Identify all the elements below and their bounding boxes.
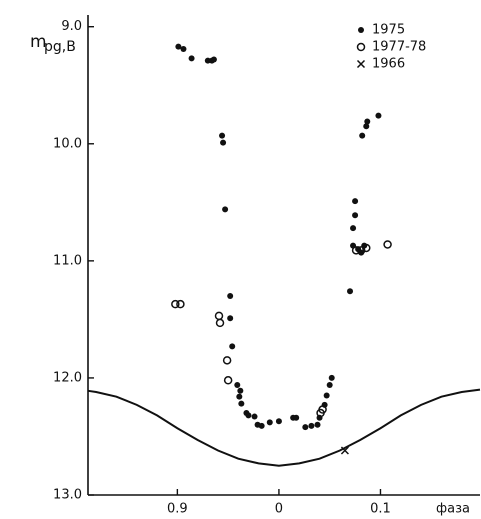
point bbox=[238, 400, 245, 407]
point bbox=[356, 246, 366, 255]
y-tick-label: 12.0 bbox=[53, 370, 82, 385]
point bbox=[352, 198, 359, 205]
point bbox=[251, 413, 258, 420]
point bbox=[245, 412, 252, 419]
point bbox=[364, 118, 371, 125]
point bbox=[237, 387, 244, 394]
point bbox=[222, 356, 232, 365]
point bbox=[375, 112, 382, 119]
point bbox=[176, 299, 185, 309]
point bbox=[223, 376, 233, 385]
point bbox=[180, 45, 187, 52]
x-tick-label: 0.9 bbox=[167, 502, 188, 517]
y-axis-label-sub: pg,B bbox=[44, 39, 76, 55]
point bbox=[220, 139, 227, 146]
point bbox=[347, 288, 354, 295]
legend-marker bbox=[356, 59, 366, 69]
y-tick-label: 13.0 bbox=[53, 488, 82, 503]
y-axis-label: m bbox=[30, 32, 47, 52]
point bbox=[359, 132, 366, 139]
point bbox=[323, 392, 330, 399]
point bbox=[314, 421, 321, 428]
point bbox=[302, 424, 309, 431]
point bbox=[363, 123, 370, 130]
point bbox=[326, 381, 333, 388]
x-axis-label: фаза bbox=[436, 502, 470, 517]
point bbox=[229, 343, 236, 350]
point bbox=[215, 318, 225, 328]
point bbox=[210, 56, 217, 63]
point bbox=[275, 418, 282, 425]
point bbox=[362, 243, 371, 253]
point bbox=[234, 381, 241, 388]
legend-label: 1977-78 bbox=[372, 40, 426, 55]
legend-marker bbox=[358, 27, 364, 33]
point bbox=[222, 206, 229, 213]
y-tick-label: 9.0 bbox=[61, 19, 82, 34]
point bbox=[293, 414, 300, 421]
point bbox=[318, 405, 327, 414]
point bbox=[328, 374, 335, 381]
y-tick-label: 11.0 bbox=[53, 253, 82, 268]
point bbox=[227, 315, 234, 322]
point bbox=[171, 299, 180, 309]
point bbox=[351, 246, 361, 255]
x-tick-label: 0.1 bbox=[370, 502, 391, 517]
legend-label: 1975 bbox=[372, 23, 405, 38]
model-curve bbox=[87, 388, 481, 467]
point bbox=[227, 292, 234, 299]
legend-marker bbox=[356, 42, 366, 52]
point bbox=[175, 43, 182, 50]
point bbox=[383, 240, 392, 249]
point bbox=[266, 419, 273, 426]
point bbox=[258, 422, 265, 429]
y-tick-label: 10.0 bbox=[53, 136, 82, 151]
point bbox=[219, 132, 226, 139]
point bbox=[188, 55, 195, 62]
point bbox=[350, 225, 357, 232]
point bbox=[214, 311, 224, 321]
point bbox=[308, 422, 315, 429]
legend-label: 1966 bbox=[372, 57, 405, 72]
point bbox=[236, 393, 243, 400]
x-tick-label: 0 bbox=[275, 502, 283, 517]
point bbox=[352, 212, 359, 219]
